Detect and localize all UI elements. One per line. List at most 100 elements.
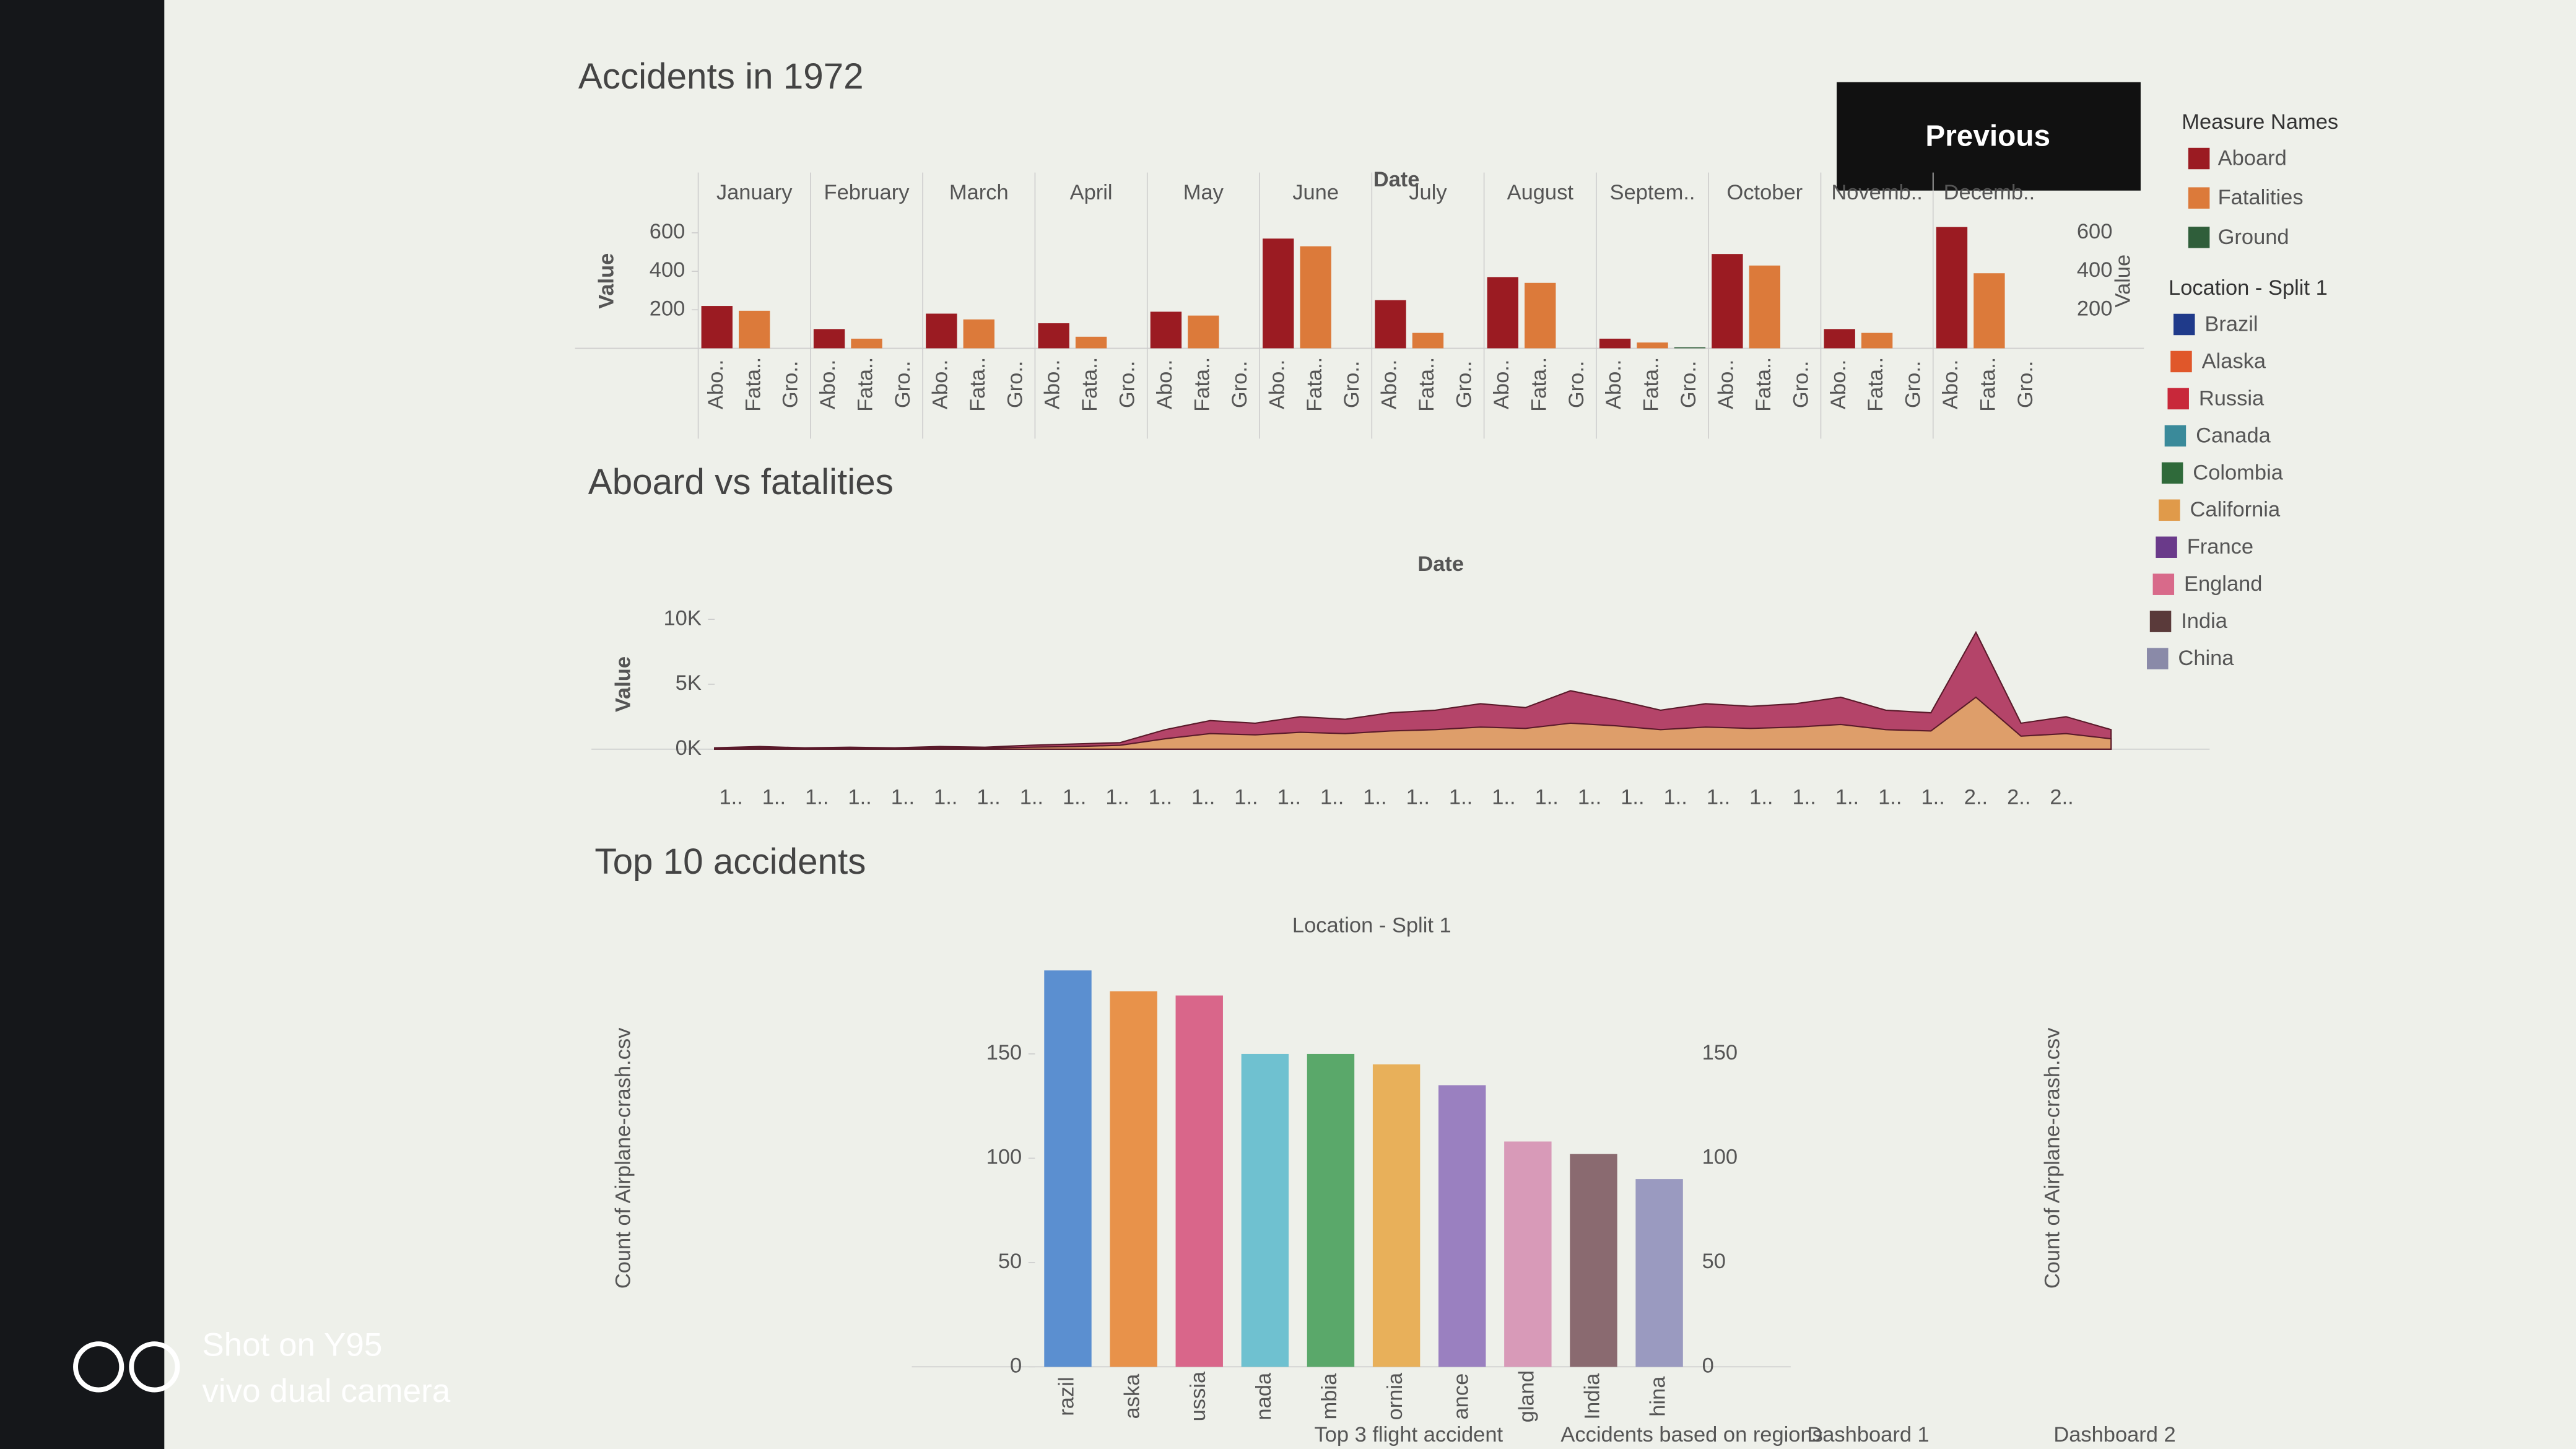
- x-tick-label: 2..: [2007, 785, 2030, 809]
- x-tick-label: 1..: [1363, 785, 1386, 809]
- legend-swatch: [2170, 350, 2192, 373]
- x-tick-label: nada: [1252, 1372, 1276, 1421]
- x-tick-label: 2..: [1964, 785, 1988, 809]
- bar: [1110, 991, 1157, 1367]
- x-tick-label: 1..: [1449, 785, 1473, 809]
- x-tick-label: 1..: [891, 785, 915, 809]
- x-tick-label: 1..: [805, 785, 829, 809]
- camera-icon: [129, 1341, 180, 1393]
- bar-label: Gro..: [1340, 361, 1364, 409]
- previous-button[interactable]: [1837, 82, 2141, 191]
- bar: [1861, 333, 1893, 349]
- legend-swatch: [2167, 388, 2189, 410]
- x-tick-label: 2..: [2050, 785, 2073, 809]
- month-label: August: [1507, 181, 1574, 204]
- bar-label: Fata..: [1078, 357, 1102, 412]
- month-label: February: [824, 181, 910, 204]
- legend-swatch: [2156, 536, 2177, 558]
- y-tick-label: 600: [650, 220, 685, 243]
- bar: [1525, 282, 1556, 349]
- bar-label: Gro..: [2014, 361, 2037, 409]
- bar: [1307, 1053, 1355, 1367]
- y-tick-label: 400: [650, 258, 685, 282]
- bar: [1438, 1085, 1486, 1367]
- legend-label: Colombia: [2193, 461, 2283, 484]
- bar: [963, 319, 994, 349]
- bar: [1188, 315, 1219, 349]
- bar: [1300, 246, 1331, 349]
- bar: [1175, 995, 1223, 1367]
- y-axis-label: Count of Airplane-crash.csv: [611, 1027, 635, 1289]
- x-tick-label: 1..: [1749, 785, 1773, 809]
- sheet-tab: Dashboard 2: [2053, 1423, 2175, 1447]
- legend-swatch: [2188, 227, 2210, 248]
- y-tick-label: 0K: [676, 736, 702, 760]
- y-tick-label: 50: [998, 1250, 1022, 1273]
- bar-label: Gro..: [1116, 361, 1139, 409]
- x-tick-label: gland: [1515, 1370, 1538, 1422]
- x-tick-label: ussia: [1186, 1371, 1210, 1421]
- bar-label: Gro..: [1003, 361, 1027, 409]
- bar: [1599, 338, 1631, 349]
- bar: [1824, 329, 1855, 349]
- legend-label: India: [2181, 609, 2228, 633]
- x-tick-label: 1..: [977, 785, 1000, 809]
- x-tick-label: ornia: [1383, 1372, 1407, 1420]
- x-tick-label: 1..: [1878, 785, 1902, 809]
- y-tick-label: 0: [1010, 1354, 1022, 1377]
- bar-label: Abo..: [928, 360, 952, 409]
- x-tick-label: 1..: [1234, 785, 1258, 809]
- month-label: June: [1292, 181, 1339, 204]
- y-tick-label: 10K: [664, 606, 702, 630]
- x-tick-label: 1..: [1149, 785, 1172, 809]
- y2-tick-label: 600: [2077, 220, 2113, 243]
- bar-label: Abo..: [1378, 360, 1401, 409]
- bar: [1570, 1154, 1617, 1367]
- x-axis-label: Date: [1373, 168, 1420, 191]
- legend-label: California: [2190, 498, 2281, 521]
- x-tick-label: 1..: [1707, 785, 1730, 809]
- legend-label: Canada: [2196, 424, 2271, 447]
- bar-label: Fata..: [1752, 357, 1775, 412]
- button-label[interactable]: Previous: [1925, 120, 2050, 152]
- month-label: Novemb..: [1831, 181, 1923, 204]
- bar-label: Gro..: [1789, 361, 1812, 409]
- bar: [1263, 238, 1294, 349]
- legend-swatch: [2152, 573, 2175, 595]
- sheet-tab: Dashboard 1: [1807, 1423, 1929, 1447]
- y2-axis-label: Count of Airplane-crash.csv: [2040, 1027, 2064, 1289]
- bar-label: Gro..: [891, 361, 915, 409]
- y2-tick-label: 50: [1702, 1250, 1726, 1273]
- sheet-tab: Top 3 flight accident: [1314, 1423, 1503, 1447]
- sheet-tab: Accidents based on regions: [1560, 1423, 1822, 1447]
- y2-axis-label: Value: [2112, 255, 2135, 308]
- bar-label: Fata..: [1303, 357, 1326, 412]
- legend-swatch: [2174, 313, 2195, 336]
- bar: [926, 313, 957, 349]
- bar-label: Abo..: [704, 360, 728, 409]
- bar-label: Abo..: [1265, 360, 1289, 409]
- x-tick-label: 1..: [1921, 785, 1944, 809]
- bar-label: Gro..: [1228, 361, 1251, 409]
- bar-label: Abo..: [1041, 360, 1064, 409]
- bar-label: Fata..: [741, 357, 765, 412]
- bar-label: Fata..: [1190, 357, 1214, 412]
- bar: [1936, 227, 1968, 349]
- bar-label: Abo..: [1715, 360, 1738, 409]
- bar-label: Gro..: [1677, 361, 1700, 409]
- x-tick-label: 1..: [934, 785, 957, 809]
- legend-swatch: [2188, 147, 2210, 170]
- legend-label: England: [2184, 572, 2263, 596]
- x-tick-label: 1..: [1063, 785, 1086, 809]
- x-axis-label: Location - Split 1: [1292, 913, 1451, 937]
- bar-label: Fata..: [966, 357, 990, 412]
- legend-swatch: [2159, 499, 2180, 521]
- bar-label: Abo..: [1602, 360, 1625, 409]
- x-tick-label: 1..: [1664, 785, 1687, 809]
- y2-tick-label: 100: [1702, 1146, 1738, 1169]
- x-tick-label: 1..: [1277, 785, 1301, 809]
- camera-icon: [73, 1341, 124, 1393]
- legend-swatch: [2147, 648, 2169, 669]
- bar: [1375, 300, 1406, 349]
- bar: [1674, 347, 1706, 349]
